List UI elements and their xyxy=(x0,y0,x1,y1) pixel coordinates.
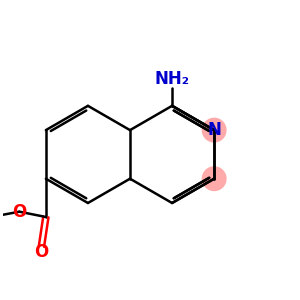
Text: O: O xyxy=(34,243,49,261)
Text: O: O xyxy=(12,203,26,221)
Circle shape xyxy=(202,118,226,142)
Text: N: N xyxy=(207,121,221,139)
Circle shape xyxy=(202,167,226,190)
Text: NH₂: NH₂ xyxy=(154,70,190,88)
